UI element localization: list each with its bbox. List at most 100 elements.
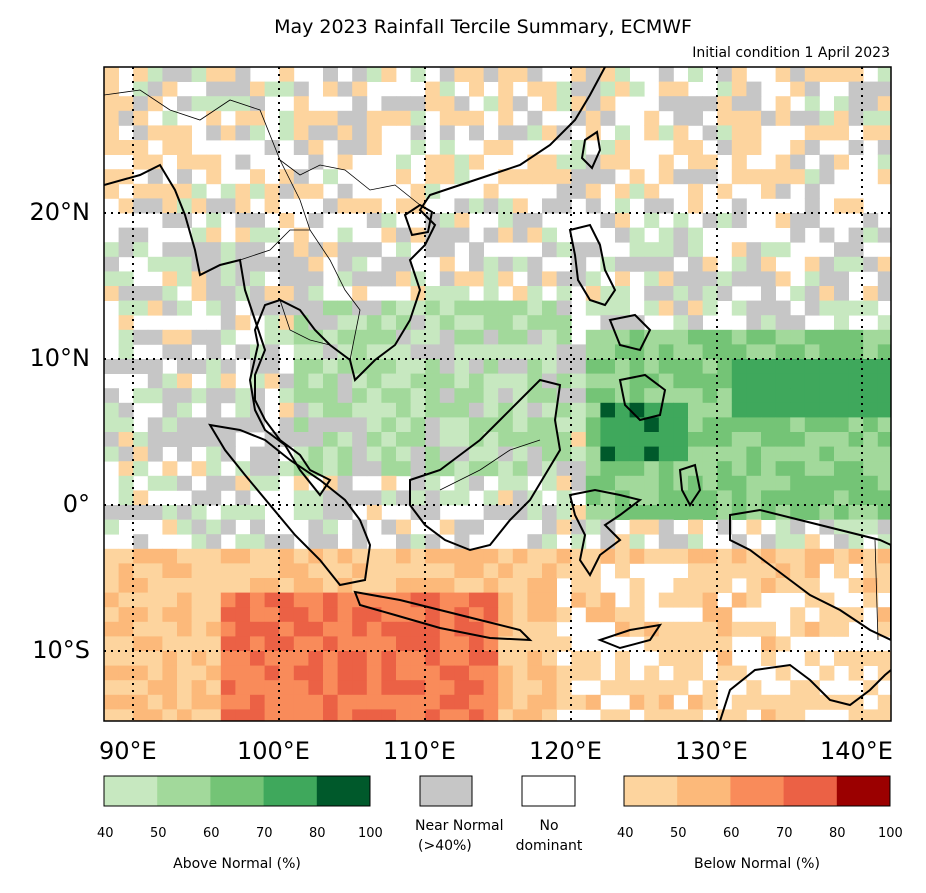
graticule bbox=[104, 67, 891, 721]
grid-cell bbox=[790, 227, 806, 243]
grid-cell bbox=[133, 154, 149, 170]
grid-cell bbox=[512, 461, 528, 477]
grid-cell bbox=[615, 417, 630, 433]
grid-cell bbox=[396, 548, 411, 564]
grid-cell bbox=[877, 402, 891, 418]
grid-cell bbox=[673, 140, 689, 155]
grid-cell bbox=[746, 694, 762, 710]
grid-cell bbox=[556, 154, 572, 170]
grid-cell bbox=[527, 388, 543, 404]
grid-cell bbox=[293, 548, 309, 564]
grid-cell bbox=[731, 446, 747, 462]
grid-cell bbox=[133, 694, 149, 710]
grid-cell bbox=[542, 505, 557, 520]
grid-cell bbox=[688, 315, 703, 331]
grid-cell bbox=[454, 417, 470, 433]
grid-cell bbox=[147, 709, 163, 721]
grid-cell bbox=[104, 446, 119, 462]
grid-cell bbox=[542, 359, 557, 374]
grid-cell bbox=[162, 461, 178, 477]
grid-cell bbox=[279, 607, 295, 623]
grid-cell bbox=[512, 96, 528, 112]
grid-cell bbox=[352, 256, 368, 272]
grid-cell bbox=[673, 534, 689, 550]
grid-cell bbox=[819, 286, 835, 301]
grid-cell bbox=[293, 621, 309, 637]
grid-cell bbox=[512, 256, 528, 272]
grid-cell bbox=[863, 592, 879, 608]
grid-cell bbox=[527, 534, 543, 550]
grid-cell bbox=[308, 607, 324, 623]
grid-cell bbox=[731, 665, 747, 681]
grid-cell bbox=[147, 198, 163, 214]
grid-cell bbox=[469, 417, 484, 433]
grid-cell bbox=[308, 651, 324, 666]
grid-cell bbox=[819, 402, 835, 418]
grid-cell bbox=[177, 154, 192, 170]
grid-cell bbox=[410, 621, 426, 637]
grid-cell bbox=[731, 67, 747, 82]
grid-cell bbox=[702, 578, 718, 593]
grid-cell bbox=[454, 329, 470, 345]
grid-cell bbox=[352, 242, 368, 258]
grid-cell bbox=[804, 81, 820, 97]
grid-cell bbox=[425, 607, 441, 623]
grid-cell bbox=[439, 548, 455, 564]
grid-cell bbox=[688, 154, 703, 170]
grid-cell bbox=[323, 388, 338, 404]
grid-cell bbox=[775, 300, 791, 316]
grid-cell bbox=[366, 67, 382, 82]
grid-cell bbox=[337, 461, 353, 477]
grid-cell bbox=[775, 344, 791, 360]
grid-cell bbox=[600, 505, 616, 520]
grid-cell bbox=[177, 563, 192, 579]
grid-cell bbox=[454, 461, 470, 477]
grid-cell bbox=[410, 227, 426, 243]
grid-cell bbox=[834, 315, 849, 331]
grid-cell bbox=[556, 548, 572, 564]
grid-cell bbox=[702, 359, 718, 374]
grid-cell bbox=[877, 446, 891, 462]
grid-cell bbox=[118, 592, 134, 608]
grid-cell bbox=[381, 665, 397, 681]
grid-cell bbox=[512, 651, 528, 666]
above-tick-80: 80 bbox=[309, 826, 326, 841]
grid-cell bbox=[220, 680, 236, 696]
grid-cell bbox=[293, 709, 309, 721]
grid-cell bbox=[177, 402, 192, 418]
grid-cell bbox=[410, 125, 426, 141]
grid-cell bbox=[366, 709, 382, 721]
grid-cell bbox=[804, 446, 820, 462]
grid-cell bbox=[702, 548, 718, 564]
grid-cell bbox=[381, 271, 397, 287]
grid-cell bbox=[177, 505, 192, 520]
grid-cell bbox=[381, 548, 397, 564]
grid-cell bbox=[366, 461, 382, 477]
grid-cell bbox=[220, 96, 236, 112]
grid-cell bbox=[658, 388, 674, 404]
grid-cell bbox=[235, 344, 251, 360]
grid-cell bbox=[585, 271, 601, 287]
grid-cell bbox=[571, 110, 587, 126]
grid-cell bbox=[585, 359, 601, 374]
grid-cell bbox=[542, 227, 557, 243]
grid-cell bbox=[746, 505, 762, 520]
grid-cell bbox=[337, 154, 353, 170]
grid-cell bbox=[439, 402, 455, 418]
grid-cell bbox=[527, 169, 543, 185]
grid-cell bbox=[191, 548, 207, 564]
grid-cell bbox=[337, 636, 353, 652]
grid-cell bbox=[279, 621, 295, 637]
grid-cell bbox=[323, 651, 338, 666]
grid-cell bbox=[162, 242, 178, 258]
grid-cell bbox=[381, 329, 397, 345]
grid-cell bbox=[454, 271, 470, 287]
grid-cell bbox=[439, 432, 455, 447]
grid-cell bbox=[104, 709, 119, 721]
grid-cell bbox=[483, 271, 499, 287]
grid-cell bbox=[527, 344, 543, 360]
grid-cell bbox=[177, 125, 192, 141]
grid-cell bbox=[396, 621, 411, 637]
grid-cell bbox=[118, 300, 134, 316]
grid-cell bbox=[118, 505, 134, 520]
